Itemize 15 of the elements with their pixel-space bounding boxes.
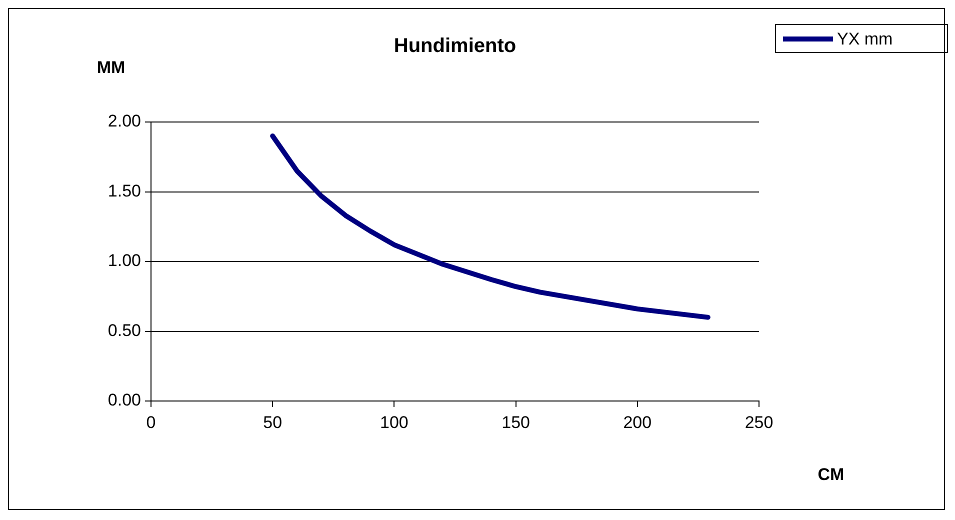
x-tick-label: 0 — [146, 412, 156, 432]
chart-title: Hundimiento — [394, 35, 516, 57]
x-tick-label: 150 — [502, 412, 530, 432]
y-tick-label: 0.50 — [108, 320, 141, 340]
x-tick-label: 50 — [263, 412, 282, 432]
x-tick-label: 100 — [380, 412, 408, 432]
x-tick-label: 200 — [623, 412, 652, 432]
y-tick-label: 0.00 — [108, 390, 141, 410]
legend-label: YX mm — [837, 30, 893, 49]
x-axis-title: CM — [818, 465, 844, 484]
y-tick-label: 1.00 — [108, 251, 141, 270]
y-tick-label: 2.00 — [108, 112, 141, 131]
x-tick-label: 250 — [744, 412, 774, 432]
y-axis-title: MM — [96, 58, 126, 77]
y-tick-label: 1.50 — [108, 181, 141, 200]
